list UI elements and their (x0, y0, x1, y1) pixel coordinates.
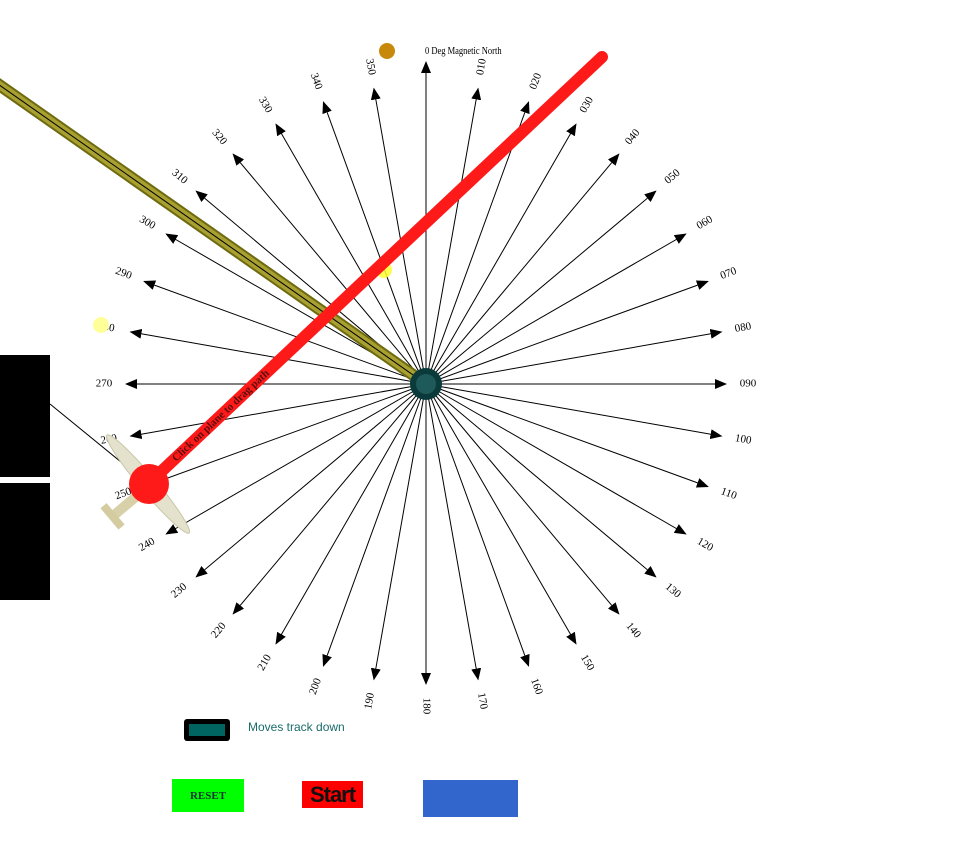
heading-arrow-230 (195, 383, 427, 578)
heading-label: 090 (740, 378, 757, 390)
heading-label: 140 (623, 620, 643, 641)
side-panel-top (0, 355, 50, 477)
heading-arrow-240 (165, 383, 427, 535)
heading-label: 240 (137, 535, 158, 554)
heading-arrow-120 (425, 383, 687, 535)
north-label: 0 Deg Magnetic North (425, 46, 502, 57)
track-line[interactable] (142, 51, 608, 490)
blank-button[interactable] (423, 780, 518, 817)
side-panel-bottom (0, 483, 50, 600)
heading-label: 230 (169, 580, 190, 600)
heading-arrow-290 (143, 280, 427, 385)
heading-arrow-70 (425, 280, 709, 385)
heading-label: 030 (577, 94, 596, 115)
legend-text: Moves track down (248, 720, 345, 734)
heading-label: 320 (209, 127, 229, 148)
heading-arrow-40 (425, 153, 620, 385)
heading-arrow-330 (275, 123, 427, 385)
heading-arrow-350 (370, 87, 427, 385)
compass-center-inner (416, 374, 436, 394)
heading-label: 100 (734, 432, 753, 447)
heading-arrow-30 (425, 123, 577, 385)
heading-arrow-260 (129, 383, 427, 440)
heading-label: 350 (363, 58, 378, 77)
heading-label: 180 (420, 698, 432, 715)
heading-arrow-210 (275, 383, 427, 645)
heading-arrow-150 (425, 383, 577, 645)
heading-label: 120 (695, 535, 716, 554)
heading-label: 190 (362, 691, 377, 710)
heading-label: 310 (169, 167, 190, 187)
heading-label: 270 (96, 378, 113, 390)
heading-arrow-60 (425, 233, 687, 385)
heading-arrow-50 (425, 190, 657, 385)
reset-button[interactable]: RESET (172, 779, 244, 812)
heading-arrow-100 (425, 383, 723, 440)
heading-arrow-170 (425, 383, 482, 681)
heading-label: 010 (474, 57, 489, 76)
heading-label: 290 (114, 265, 134, 282)
heading-label: 130 (663, 581, 684, 601)
heading-label: 150 (578, 652, 597, 673)
heading-label: 080 (734, 320, 753, 335)
heading-label: 340 (308, 71, 325, 91)
wind-line-core (0, 84, 427, 385)
heading-arrow-140 (425, 383, 620, 615)
legend-swatch (184, 719, 230, 741)
heading-arrow-250 (143, 383, 427, 488)
heading-label: 020 (527, 71, 544, 91)
heading-label: 070 (719, 265, 739, 282)
heading-arrow-200 (322, 383, 427, 667)
heading-label: 170 (475, 692, 490, 711)
yellow-marker[interactable] (93, 317, 109, 333)
heading-arrow-320 (232, 153, 427, 385)
heading-label: 200 (307, 676, 324, 696)
start-button[interactable]: Start (302, 781, 363, 808)
heading-label: 050 (662, 166, 683, 186)
heading-label: 040 (623, 126, 643, 147)
heading-label: 300 (137, 213, 158, 232)
heading-arrow-10 (425, 87, 482, 385)
heading-arrow-80 (425, 328, 723, 385)
heading-arrow-340 (322, 101, 427, 385)
heading-label: 110 (719, 485, 739, 502)
heading-label: 210 (255, 652, 274, 673)
plane-handle[interactable] (129, 464, 169, 504)
heading-arrow-160 (425, 383, 530, 667)
heading-arrow-110 (425, 383, 709, 488)
heading-label: 330 (256, 95, 275, 116)
heading-label: 220 (209, 620, 229, 641)
heading-arrow-220 (232, 383, 427, 615)
heading-label: 060 (694, 213, 715, 232)
heading-arrow-190 (370, 383, 427, 681)
heading-label: 160 (528, 677, 545, 697)
drag-hint: Click on plane to drag path (170, 367, 272, 464)
heading-arrow-130 (425, 383, 657, 578)
orange-marker (379, 43, 395, 59)
